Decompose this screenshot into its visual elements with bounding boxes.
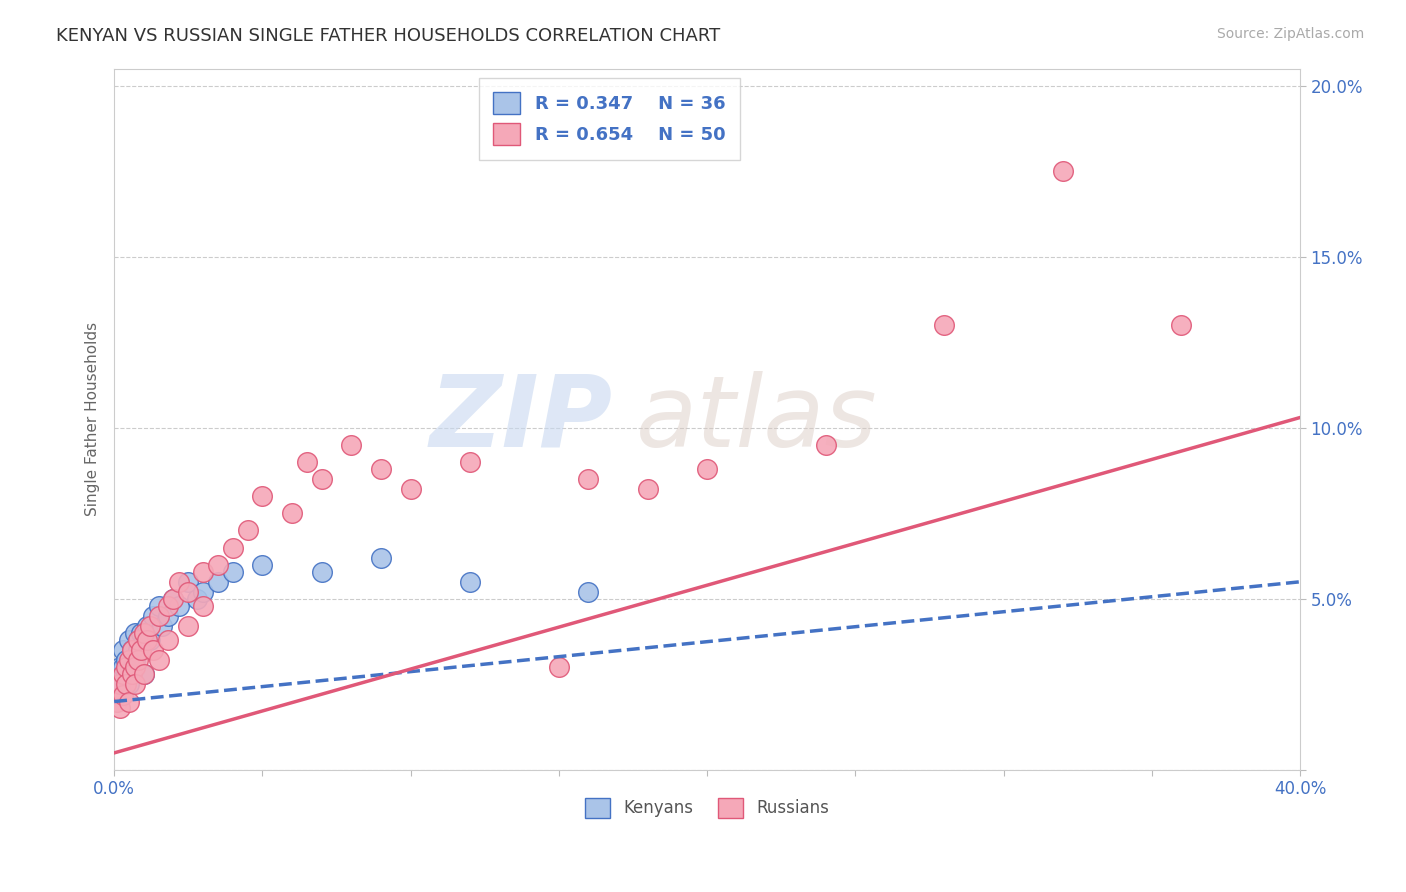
Point xyxy=(121,643,143,657)
Point xyxy=(118,677,141,691)
Point xyxy=(132,626,155,640)
Point xyxy=(105,667,128,681)
Point xyxy=(124,660,146,674)
Point xyxy=(547,660,569,674)
Point xyxy=(108,677,131,691)
Legend: Kenyans, Russians: Kenyans, Russians xyxy=(578,791,837,825)
Point xyxy=(1170,318,1192,333)
Point xyxy=(169,574,191,589)
Point xyxy=(142,643,165,657)
Point xyxy=(177,574,200,589)
Point xyxy=(129,626,152,640)
Point xyxy=(177,585,200,599)
Point xyxy=(156,599,179,613)
Point xyxy=(578,472,600,486)
Point xyxy=(118,632,141,647)
Point xyxy=(814,438,837,452)
Point xyxy=(156,609,179,624)
Point xyxy=(177,619,200,633)
Point xyxy=(124,653,146,667)
Text: ZIP: ZIP xyxy=(429,371,612,467)
Point xyxy=(370,550,392,565)
Text: KENYAN VS RUSSIAN SINGLE FATHER HOUSEHOLDS CORRELATION CHART: KENYAN VS RUSSIAN SINGLE FATHER HOUSEHOL… xyxy=(56,27,720,45)
Point xyxy=(340,438,363,452)
Point xyxy=(132,667,155,681)
Point xyxy=(115,667,138,681)
Point xyxy=(191,585,214,599)
Point xyxy=(105,695,128,709)
Point xyxy=(142,609,165,624)
Point xyxy=(637,483,659,497)
Point xyxy=(121,643,143,657)
Point xyxy=(458,455,481,469)
Point xyxy=(207,558,229,572)
Point xyxy=(127,632,149,647)
Point xyxy=(135,632,157,647)
Point xyxy=(295,455,318,469)
Point xyxy=(150,619,173,633)
Point xyxy=(115,677,138,691)
Text: Source: ZipAtlas.com: Source: ZipAtlas.com xyxy=(1216,27,1364,41)
Text: atlas: atlas xyxy=(636,371,877,467)
Point xyxy=(124,677,146,691)
Point xyxy=(112,688,135,702)
Point xyxy=(934,318,956,333)
Point xyxy=(370,462,392,476)
Point xyxy=(191,565,214,579)
Point xyxy=(129,643,152,657)
Point xyxy=(281,507,304,521)
Point xyxy=(311,565,333,579)
Point xyxy=(108,677,131,691)
Point xyxy=(399,483,422,497)
Point xyxy=(118,695,141,709)
Point xyxy=(112,660,135,674)
Point xyxy=(112,667,135,681)
Point xyxy=(191,599,214,613)
Point xyxy=(112,643,135,657)
Point xyxy=(148,609,170,624)
Point xyxy=(139,619,162,633)
Point xyxy=(1052,164,1074,178)
Point xyxy=(186,591,208,606)
Point xyxy=(108,701,131,715)
Point xyxy=(252,489,274,503)
Point xyxy=(236,524,259,538)
Point xyxy=(311,472,333,486)
Point xyxy=(135,619,157,633)
Point xyxy=(207,574,229,589)
Point xyxy=(108,660,131,674)
Point xyxy=(252,558,274,572)
Point xyxy=(127,643,149,657)
Point xyxy=(458,574,481,589)
Point xyxy=(222,565,245,579)
Point xyxy=(162,591,184,606)
Point xyxy=(169,599,191,613)
Point xyxy=(578,585,600,599)
Point xyxy=(127,632,149,647)
Point xyxy=(162,591,184,606)
Point xyxy=(148,599,170,613)
Point xyxy=(156,632,179,647)
Point xyxy=(124,626,146,640)
Point xyxy=(139,632,162,647)
Point xyxy=(222,541,245,555)
Point xyxy=(127,653,149,667)
Point xyxy=(121,667,143,681)
Point xyxy=(132,632,155,647)
Point xyxy=(132,667,155,681)
Point xyxy=(115,653,138,667)
Point xyxy=(121,660,143,674)
Point xyxy=(118,653,141,667)
Point xyxy=(148,653,170,667)
Point xyxy=(115,660,138,674)
Y-axis label: Single Father Households: Single Father Households xyxy=(86,322,100,516)
Point xyxy=(696,462,718,476)
